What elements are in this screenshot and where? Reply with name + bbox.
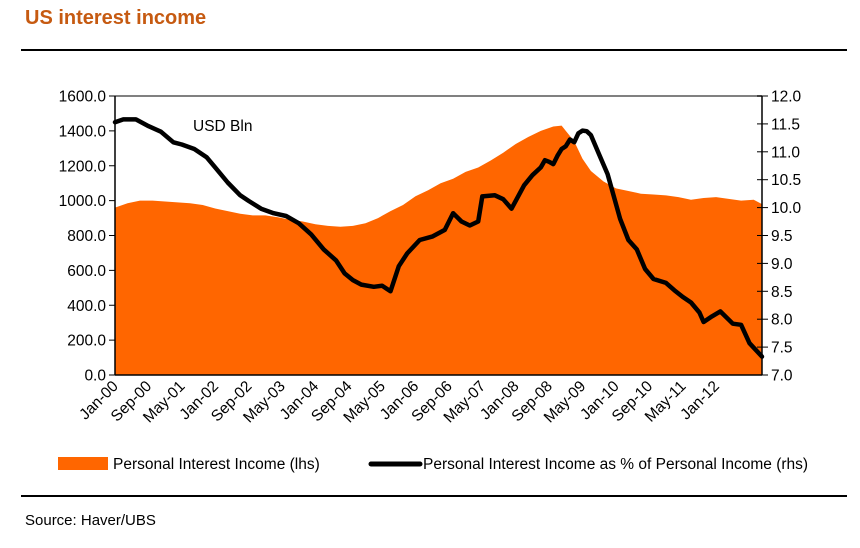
source-note: Source: Haver/UBS	[25, 512, 156, 529]
legend-label-area: Personal Interest Income (lhs)	[113, 456, 320, 473]
right-tick-label: 10.5	[771, 172, 801, 189]
left-tick-label: 800.0	[67, 228, 106, 245]
right-tick-label: 10.0	[771, 200, 802, 217]
area-series-personal-interest-income	[115, 125, 762, 375]
line-series-interest-income-pct	[112, 117, 765, 359]
right-tick-label: 7.5	[771, 340, 793, 357]
right-tick-label: 7.0	[771, 368, 793, 385]
right-tick-label: 11.0	[771, 144, 800, 161]
right-tick-label: 12.0	[771, 89, 802, 106]
left-tick-label: 0.0	[84, 368, 106, 385]
left-tick-label: 1200.0	[59, 158, 107, 175]
legend: Personal Interest Income (lhs) Personal …	[58, 456, 808, 473]
left-tick-label: 400.0	[67, 298, 106, 315]
top-divider	[21, 49, 847, 51]
right-tick-label: 9.5	[771, 228, 793, 245]
left-tick-label: 1600.0	[59, 89, 107, 106]
left-tick-label: 1400.0	[59, 123, 107, 140]
right-tick-label: 11.5	[771, 116, 800, 133]
right-tick-label: 8.0	[771, 312, 793, 329]
bottom-divider	[21, 495, 847, 497]
right-tick-label: 9.0	[771, 256, 793, 273]
left-tick-label: 600.0	[67, 263, 106, 280]
unit-annotation: USD Bln	[193, 118, 252, 135]
chart-title: US interest income	[25, 7, 207, 29]
legend-swatch-area	[58, 457, 108, 470]
right-tick-label: 8.5	[771, 284, 793, 301]
legend-label-line: Personal Interest Income as % of Persona…	[423, 456, 808, 473]
plot-area	[112, 117, 765, 375]
left-tick-label: 200.0	[67, 333, 106, 350]
left-tick-label: 1000.0	[59, 193, 107, 210]
